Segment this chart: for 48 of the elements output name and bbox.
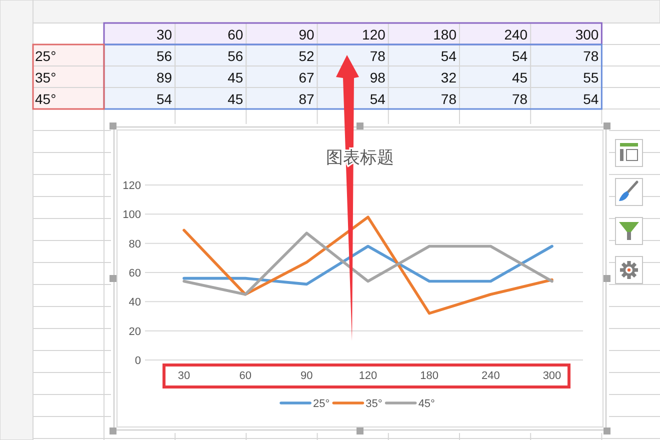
data-label: 52 xyxy=(298,48,314,64)
data-label: 54 xyxy=(512,48,528,64)
x-tick-label: 300 xyxy=(575,26,599,42)
y-tick-label: 45° xyxy=(35,91,56,107)
data-label: 56 xyxy=(156,48,172,64)
y-tick-label: 100 xyxy=(122,209,141,222)
data-label: 45 xyxy=(512,70,528,86)
data-label: 45 xyxy=(228,91,244,107)
y-tick-label: 60 xyxy=(128,268,141,280)
x-tick-label: 90 xyxy=(300,370,313,382)
data-label: 67 xyxy=(298,70,314,86)
x-tick-label: 30 xyxy=(156,26,172,42)
data-label: 87 xyxy=(298,91,314,107)
x-tick-label: 240 xyxy=(481,370,500,382)
y-tick-label: 35° xyxy=(35,70,56,86)
data-label: 54 xyxy=(370,91,386,107)
data-label: 89 xyxy=(156,70,172,86)
data-label: 56 xyxy=(228,48,244,64)
x-tick-label: 90 xyxy=(298,26,315,42)
x-tick-label: 300 xyxy=(542,370,562,382)
y-tick-label: 20 xyxy=(128,326,141,338)
data-label: 55 xyxy=(583,70,599,86)
x-tick-label: 120 xyxy=(362,26,386,42)
y-tick-label: 0 xyxy=(134,355,141,367)
legend-label: 45° xyxy=(418,398,435,410)
data-label: 78 xyxy=(583,48,599,64)
y-tick-label: 120 xyxy=(122,180,141,192)
y-tick-label: 80 xyxy=(128,238,141,250)
data-label: 54 xyxy=(156,91,172,107)
data-label: 78 xyxy=(370,48,386,64)
legend-label: 25° xyxy=(313,398,330,410)
x-tick-label: 120 xyxy=(358,370,378,382)
y-tick-label: 25° xyxy=(35,48,56,64)
data-label: 78 xyxy=(440,91,456,107)
x-tick-label: 30 xyxy=(178,370,190,382)
data-label: 54 xyxy=(583,91,599,107)
data-label: 98 xyxy=(370,70,386,86)
x-tick-label: 180 xyxy=(420,370,439,382)
x-tick-label: 180 xyxy=(433,26,457,42)
x-tick-label: 240 xyxy=(504,26,528,42)
data-label: 32 xyxy=(440,70,456,86)
x-tick-label: 60 xyxy=(239,370,252,382)
x-tick-label: 60 xyxy=(228,26,244,42)
data-label: 54 xyxy=(440,48,456,64)
y-tick-label: 40 xyxy=(128,296,141,309)
legend-label: 35° xyxy=(366,398,382,410)
data-label: 78 xyxy=(512,91,528,107)
data-label: 45 xyxy=(228,70,244,86)
